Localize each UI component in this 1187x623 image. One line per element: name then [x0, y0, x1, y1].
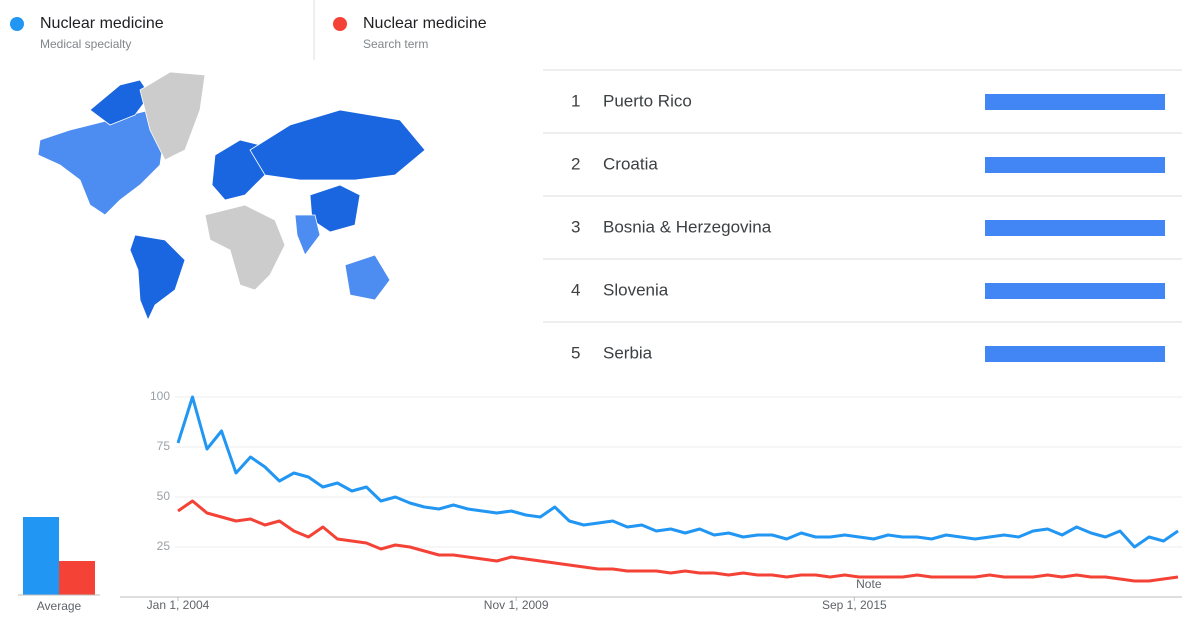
x-tick-label: Sep 1, 2015: [822, 598, 887, 612]
legend-dot: [10, 17, 24, 31]
region-name: Slovenia: [603, 280, 669, 299]
rank-number: 3: [571, 217, 580, 236]
region-name: Puerto Rico: [603, 91, 692, 110]
legend-dot: [333, 17, 347, 31]
note-label: Note: [856, 577, 882, 591]
series-line: [177, 499, 1179, 583]
y-tick-label: 75: [157, 439, 171, 453]
north-america: [37, 109, 166, 216]
legend-name: Nuclear medicine: [363, 15, 487, 32]
rank-number: 4: [571, 280, 580, 299]
average-label: Average: [37, 599, 82, 613]
australia: [344, 254, 391, 301]
legend-name: Nuclear medicine: [40, 15, 164, 32]
africa: [204, 204, 286, 291]
y-tick-label: 50: [157, 489, 171, 503]
greenland: [139, 71, 206, 161]
rank-bar: [985, 283, 1165, 299]
average-bar: [23, 517, 59, 595]
rank-bar: [985, 94, 1165, 110]
legend-subtitle: Search term: [363, 37, 428, 51]
x-tick-label: Nov 1, 2009: [484, 598, 549, 612]
rank-number: 1: [571, 91, 580, 110]
legend-subtitle: Medical specialty: [40, 37, 131, 51]
india: [294, 214, 321, 256]
region-name: Serbia: [603, 343, 653, 362]
x-tick-label: Jan 1, 2004: [147, 598, 210, 612]
rank-number: 2: [571, 154, 580, 173]
average-bar: [59, 561, 95, 595]
russia: [249, 109, 426, 181]
series-line: [176, 395, 1179, 549]
y-tick-label: 25: [157, 539, 171, 553]
europe: [211, 139, 266, 201]
world-map: [37, 71, 426, 322]
south-america: [129, 234, 186, 322]
rank-bar: [985, 157, 1165, 173]
rank-bar: [985, 220, 1165, 236]
region-name: Croatia: [603, 154, 658, 173]
rank-number: 5: [571, 343, 580, 362]
y-tick-label: 100: [150, 389, 170, 403]
region-name: Bosnia & Herzegovina: [603, 217, 772, 236]
rank-bar: [985, 346, 1165, 362]
